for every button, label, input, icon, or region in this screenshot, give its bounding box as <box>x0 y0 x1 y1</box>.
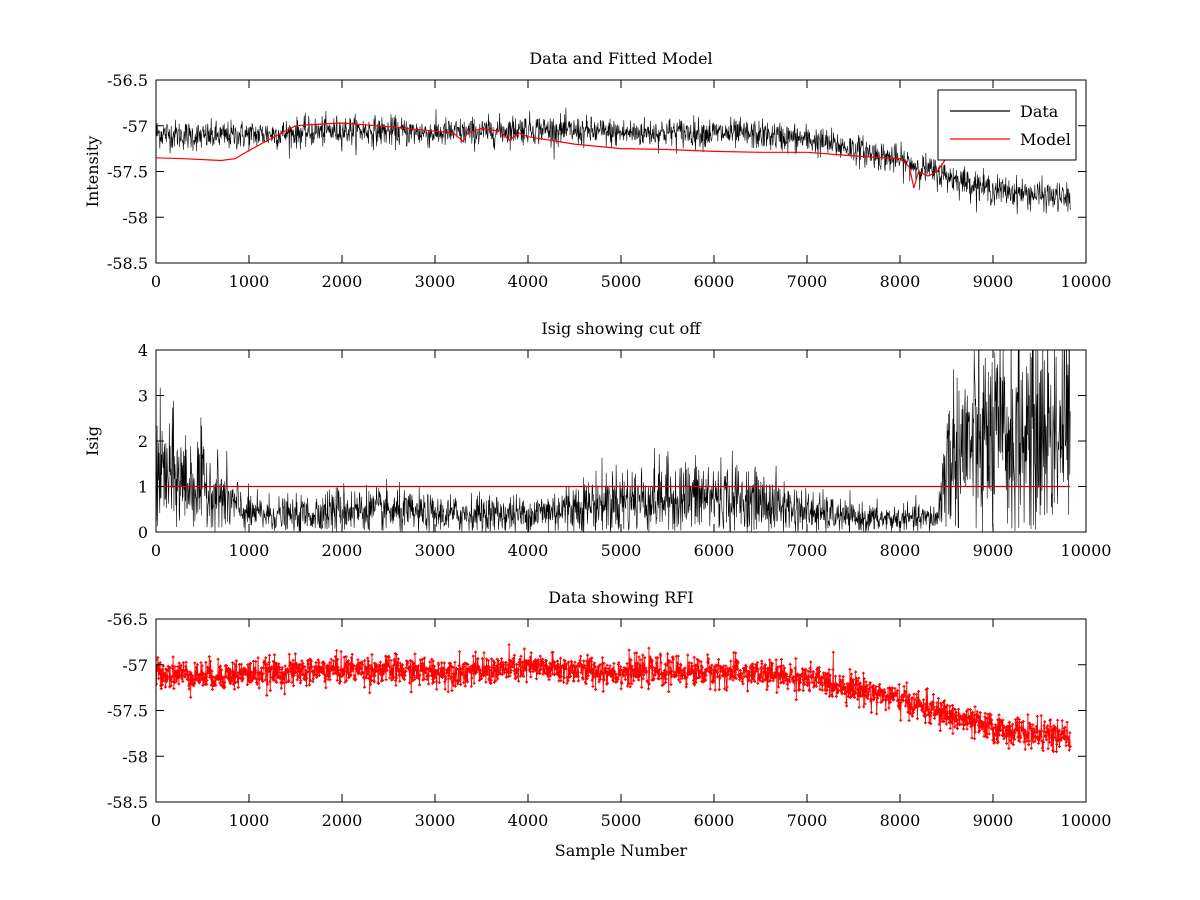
legend-entry: Model <box>1020 130 1071 149</box>
plot-area <box>156 350 1071 532</box>
x-tick-label: 0 <box>151 541 161 560</box>
x-tick-label: 1000 <box>229 541 270 560</box>
x-tick-label: 10000 <box>1061 541 1112 560</box>
series-point-markers <box>156 643 1072 754</box>
x-tick-label: 1000 <box>229 272 270 291</box>
x-tick-label: 0 <box>151 811 161 830</box>
x-tick-label: 1000 <box>229 811 270 830</box>
y-tick-label: -58.5 <box>107 254 148 273</box>
y-tick-label: -56.5 <box>107 71 148 90</box>
y-tick-label: 3 <box>138 387 148 406</box>
plot-area <box>156 107 1071 215</box>
x-tick-label: 3000 <box>415 811 456 830</box>
y-tick-label: -58.5 <box>107 793 148 812</box>
series-line-1 <box>156 107 1071 215</box>
legend-box <box>937 89 1077 161</box>
x-tick-label: 9000 <box>973 272 1014 291</box>
y-tick-label: -56.5 <box>107 610 148 629</box>
y-axis-label: Isig <box>83 426 102 456</box>
x-tick-label: 5000 <box>601 272 642 291</box>
x-tick-label: 9000 <box>973 541 1014 560</box>
x-tick-label: 5000 <box>601 541 642 560</box>
y-tick-label: -57.5 <box>107 163 148 182</box>
chart-panel-3: 0 1000 2000 3000 4000 5000 6000 7000 8000 9000 100… <box>107 588 1111 860</box>
x-tick-label: 6000 <box>694 541 735 560</box>
x-tick-label: 7000 <box>787 272 828 291</box>
x-tick-label: 4000 <box>508 541 549 560</box>
x-tick-label: 6000 <box>694 272 735 291</box>
chart-panel-1: 0 1000 2000 3000 4000 5000 6000 7000 8000 9000 100… <box>83 49 1111 291</box>
y-tick-label: 1 <box>138 478 148 497</box>
x-tick-label: 7000 <box>787 541 828 560</box>
chart-title: Isig showing cut off <box>541 319 702 338</box>
x-tick-label: 5000 <box>601 811 642 830</box>
x-tick-label: 8000 <box>880 541 921 560</box>
x-tick-label: 8000 <box>880 272 921 291</box>
x-tick-label: 4000 <box>508 811 549 830</box>
x-tick-label: 2000 <box>322 541 363 560</box>
y-tick-label: 4 <box>138 341 148 360</box>
x-tick-label: 3000 <box>415 541 456 560</box>
x-tick-label: 8000 <box>880 811 921 830</box>
series-line-1 <box>156 350 1071 532</box>
x-tick-label: 10000 <box>1061 811 1112 830</box>
x-tick-label: 4000 <box>508 272 549 291</box>
y-tick-label: 0 <box>138 523 148 542</box>
y-tick-label: -57.5 <box>107 702 148 721</box>
y-tick-label: -58 <box>122 747 148 766</box>
x-tick-label: 7000 <box>787 811 828 830</box>
y-tick-label: 2 <box>138 432 148 451</box>
chart-title: Data showing RFI <box>548 588 693 607</box>
x-tick-label: 2000 <box>322 811 363 830</box>
x-axis-label: Sample Number <box>555 841 688 860</box>
y-tick-label: -57 <box>122 117 148 136</box>
plot-area <box>156 643 1072 754</box>
x-tick-label: 10000 <box>1061 272 1112 291</box>
x-tick-label: 0 <box>151 272 161 291</box>
x-tick-label: 3000 <box>415 272 456 291</box>
y-tick-label: -57 <box>122 656 148 675</box>
series-line-2 <box>156 122 1071 189</box>
y-axis-label: Intensity <box>83 136 102 208</box>
chart-panel-2: 0 1000 2000 3000 4000 5000 6000 7000 8000 9000 100… <box>83 319 1112 560</box>
chart-title: Data and Fitted Model <box>529 49 712 68</box>
x-tick-label: 9000 <box>973 811 1014 830</box>
x-tick-label: 2000 <box>322 272 363 291</box>
y-tick-label: -58 <box>122 208 148 227</box>
legend-entry: Data <box>1020 102 1059 121</box>
legend: Data Model <box>937 89 1077 161</box>
x-tick-label: 6000 <box>694 811 735 830</box>
